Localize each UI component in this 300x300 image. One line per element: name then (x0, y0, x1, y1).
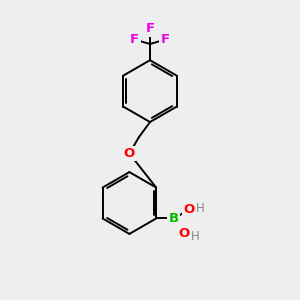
Text: O: O (124, 147, 135, 160)
Text: O: O (184, 203, 195, 216)
Text: H: H (196, 202, 205, 215)
Text: F: F (130, 33, 139, 46)
Text: O: O (178, 227, 190, 240)
Text: F: F (146, 22, 154, 35)
Text: B: B (169, 212, 179, 225)
Text: F: F (161, 33, 170, 46)
Text: H: H (191, 230, 200, 243)
